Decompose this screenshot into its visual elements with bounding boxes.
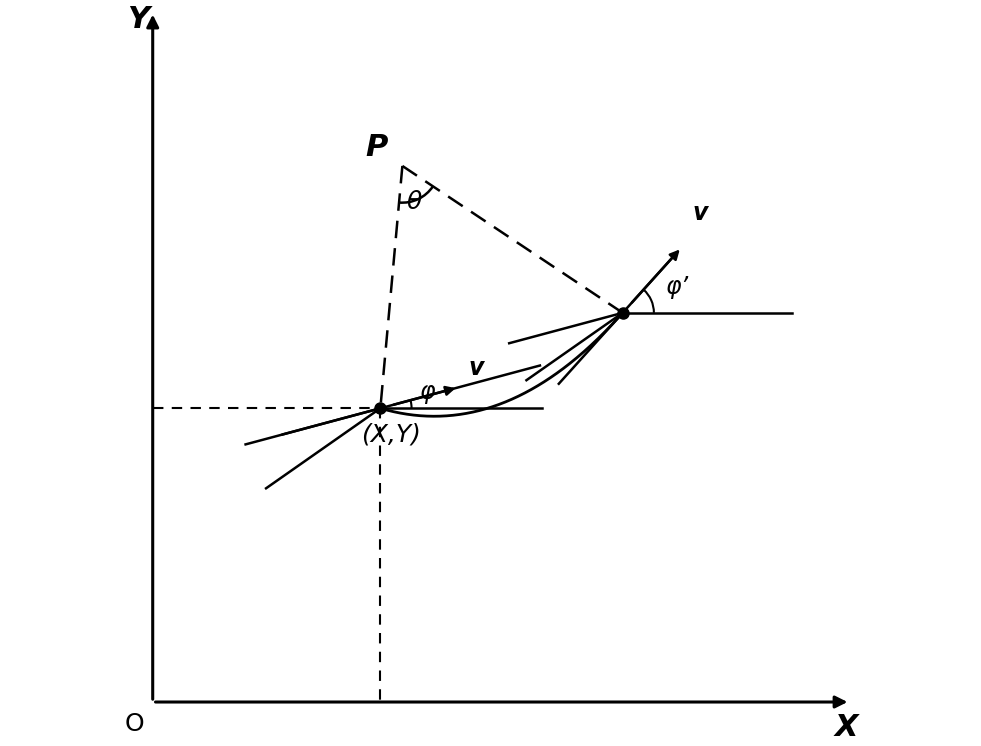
Text: O: O <box>125 712 144 736</box>
Text: v: v <box>693 201 707 225</box>
Text: X: X <box>835 713 858 742</box>
Text: φ: φ <box>420 380 436 404</box>
Text: (X,Y): (X,Y) <box>361 422 421 446</box>
Text: v: v <box>468 357 484 380</box>
Text: φ’: φ’ <box>666 275 690 299</box>
Text: P: P <box>366 133 387 162</box>
Text: Y: Y <box>127 4 149 34</box>
Text: θ: θ <box>407 190 422 214</box>
